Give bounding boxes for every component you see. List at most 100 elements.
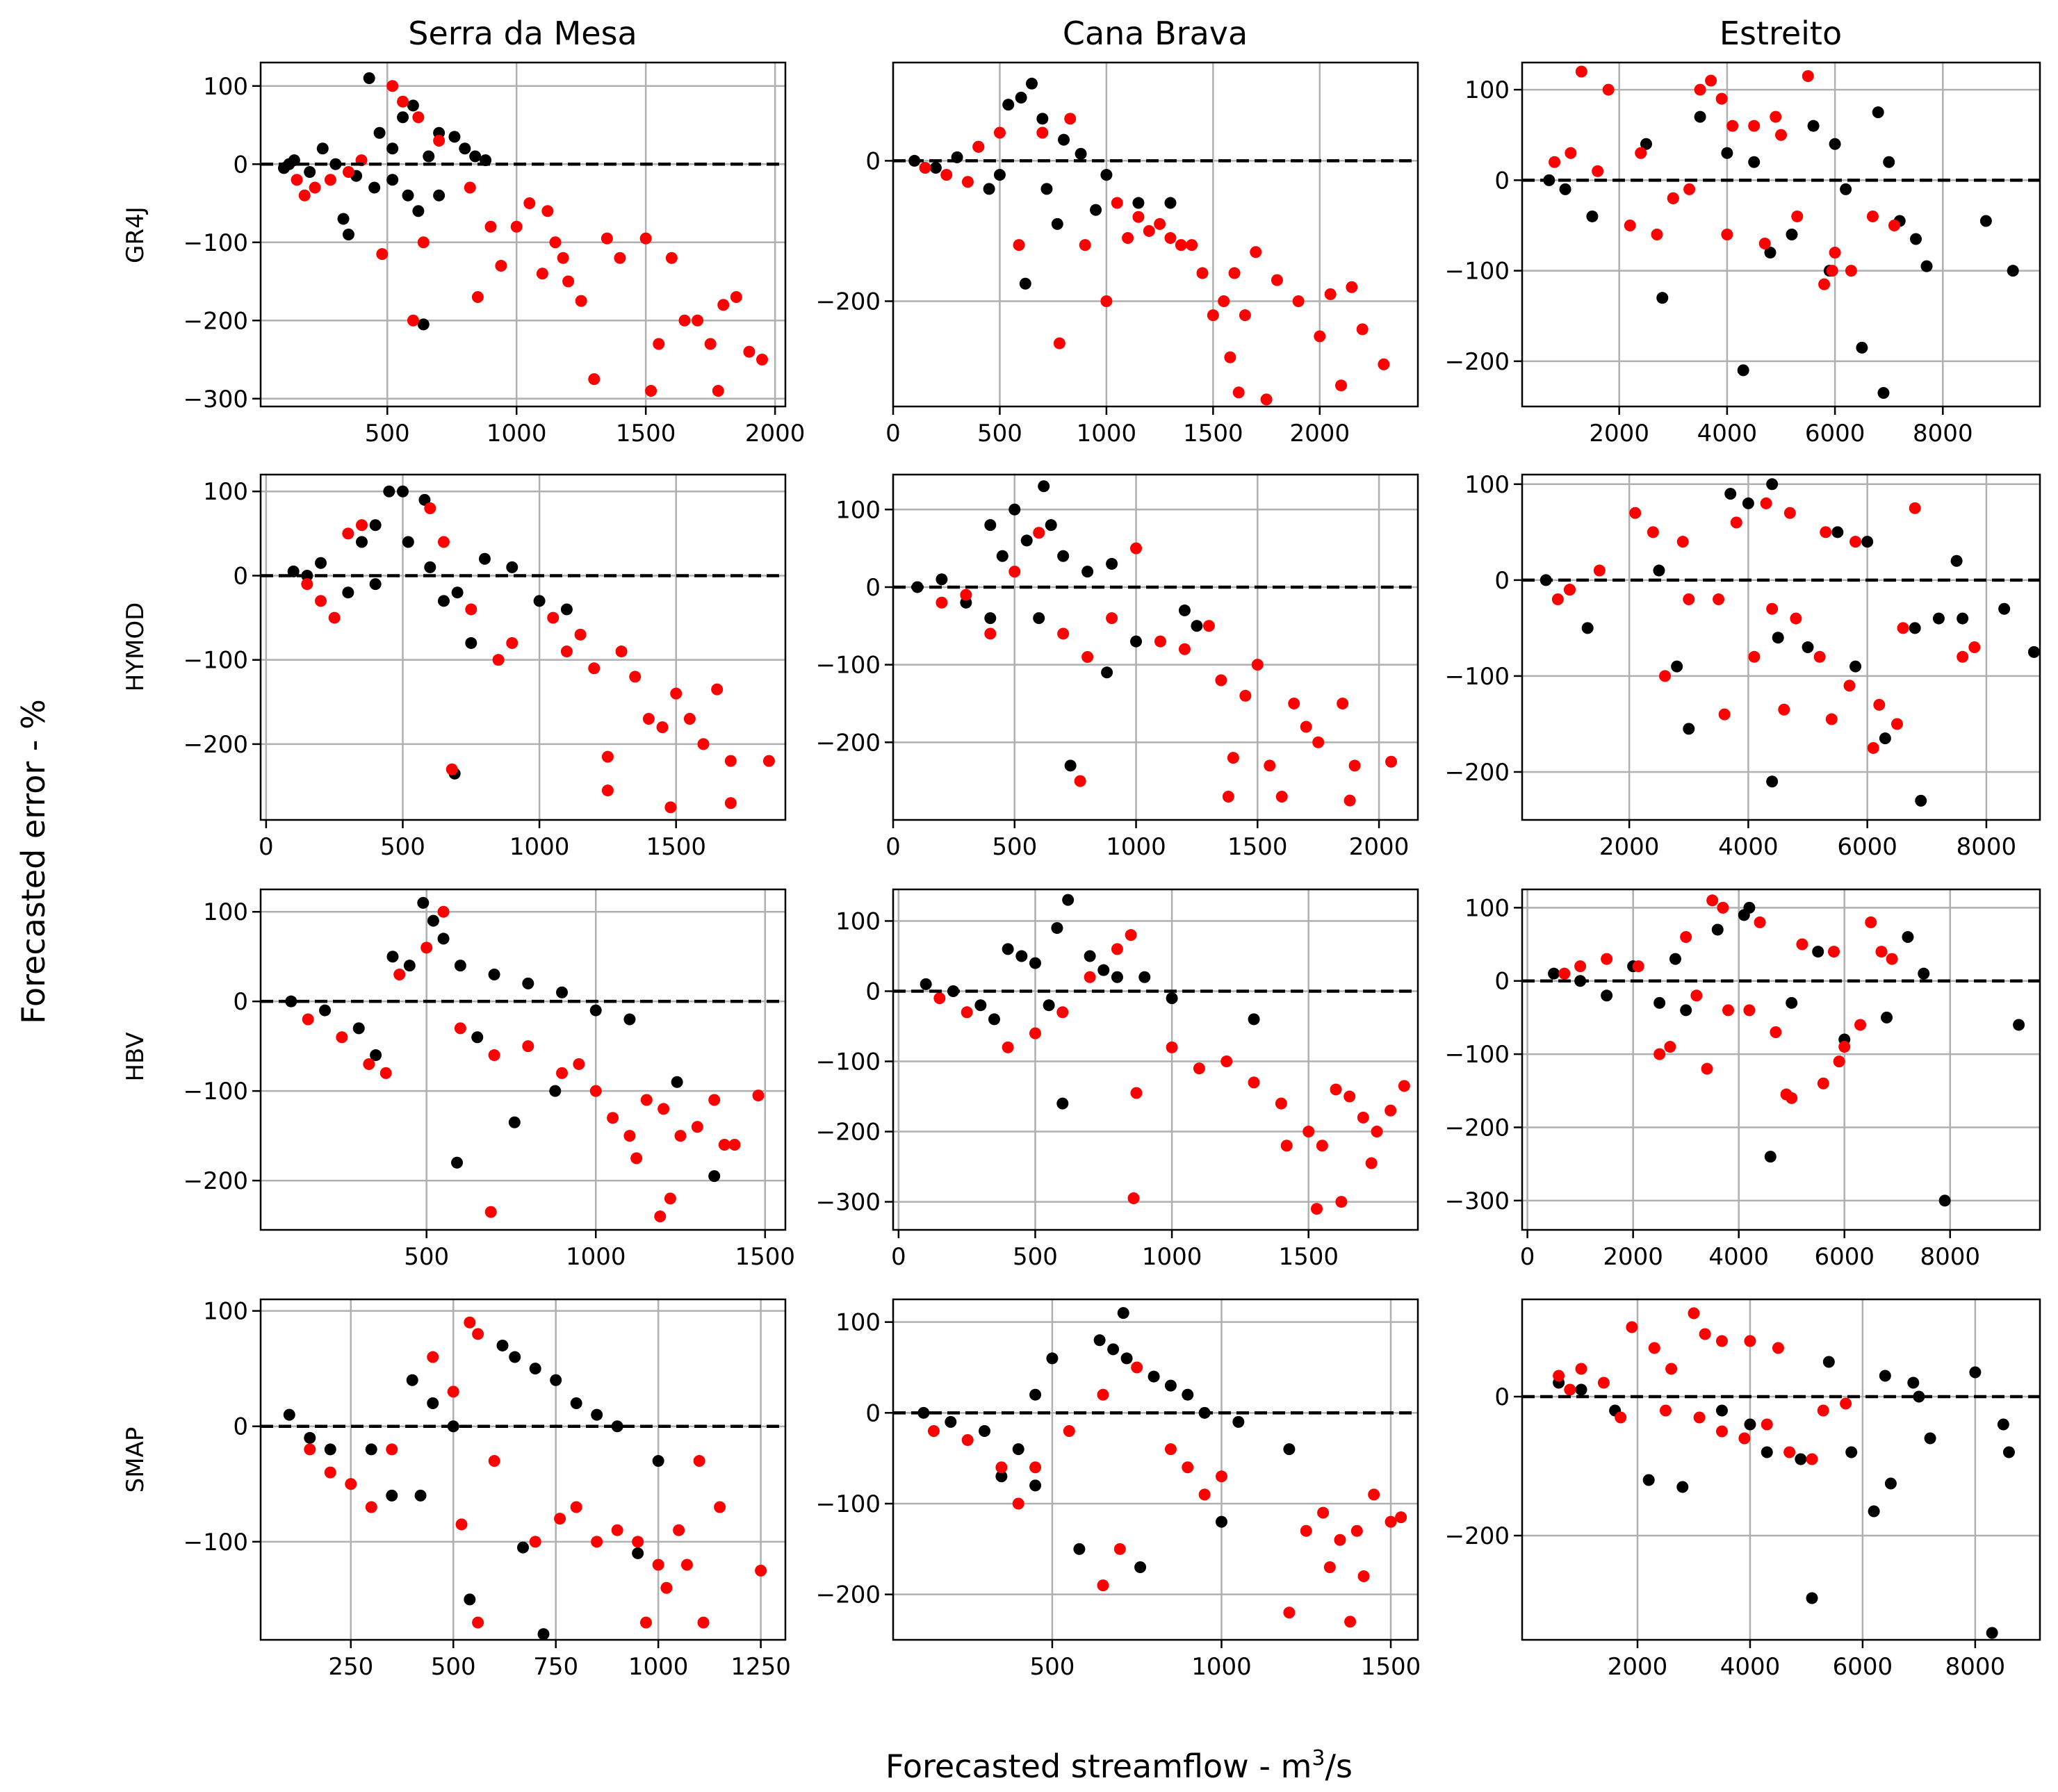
point-black <box>1915 794 1927 807</box>
point-red <box>506 636 518 649</box>
point-red <box>472 1616 484 1629</box>
y-tick-label: 0 <box>865 1399 881 1427</box>
x-tick-label: 2000 <box>1290 420 1350 447</box>
point-red <box>1968 641 1981 653</box>
axes-frame <box>259 61 787 408</box>
y-tick-label: −300 <box>816 1189 881 1217</box>
point-red <box>714 1501 726 1513</box>
point-black <box>1002 99 1015 111</box>
point-red <box>1690 989 1703 1002</box>
point-red <box>1775 129 1787 141</box>
y-tick-label: 100 <box>835 1309 881 1337</box>
x-tick-label: 500 <box>977 420 1022 447</box>
point-red <box>291 174 303 186</box>
point-red <box>1866 210 1879 222</box>
point-black <box>1015 950 1028 962</box>
point-red <box>1385 1104 1397 1117</box>
axes-frame <box>259 1298 787 1641</box>
point-red <box>1344 1616 1357 1628</box>
x-tick-label: 1000 <box>1106 833 1166 861</box>
point-red <box>658 1103 670 1115</box>
x-tick-label: 1000 <box>1077 420 1137 447</box>
point-red <box>1300 721 1312 733</box>
point-red <box>1348 759 1361 772</box>
point-black <box>1920 260 1933 272</box>
point-black <box>1671 660 1683 673</box>
point-red <box>1385 755 1398 768</box>
point-red <box>1565 147 1577 159</box>
point-black <box>995 1470 1008 1483</box>
point-red <box>1806 1453 1818 1465</box>
point-red <box>433 135 446 147</box>
point-red <box>1693 1411 1706 1424</box>
point-red <box>549 236 562 249</box>
point-black <box>1742 497 1754 509</box>
point-red <box>1063 1424 1075 1437</box>
point-black <box>396 485 409 498</box>
point-red <box>1275 1097 1287 1110</box>
point-black <box>478 552 491 565</box>
point-black <box>1029 957 1041 969</box>
point-black <box>319 1004 332 1017</box>
point-red <box>712 385 724 397</box>
point-black <box>983 183 995 195</box>
point-red <box>972 140 985 153</box>
points <box>920 894 1410 1215</box>
point-black <box>522 977 534 989</box>
point-red <box>704 338 717 350</box>
point-black <box>517 1541 529 1554</box>
x-tick-label: 4000 <box>1720 1653 1781 1681</box>
point-black <box>533 595 546 607</box>
point-red <box>1754 916 1766 928</box>
point-red <box>1178 643 1191 655</box>
panel-gr4j-estreito: 2000 4000 6000 8000 −200 −100 0 100 <box>1445 61 2041 447</box>
point-black <box>283 1408 295 1421</box>
point-red <box>1564 1383 1576 1396</box>
point-red <box>309 181 321 194</box>
point-red <box>471 291 484 303</box>
points <box>1548 894 2025 1207</box>
x-tick-label: 8000 <box>1945 1653 2006 1681</box>
point-black <box>984 612 997 625</box>
point-black <box>506 561 518 573</box>
point-red <box>302 1013 314 1026</box>
point-black <box>304 1431 316 1444</box>
x-tick-label: 1500 <box>1183 420 1243 447</box>
point-red <box>557 252 569 264</box>
column-title-2: Cana Brava <box>1063 15 1248 52</box>
point-red <box>1292 295 1305 307</box>
point-red <box>1097 1388 1109 1401</box>
point-red <box>446 763 458 775</box>
point-red <box>1597 1376 1610 1389</box>
point-black <box>529 1363 541 1375</box>
point-black <box>1191 620 1203 632</box>
point-black <box>1640 138 1652 150</box>
point-red <box>1706 894 1719 907</box>
axes-frame <box>892 888 1419 1231</box>
point-black <box>1064 759 1077 772</box>
point-red <box>743 345 756 358</box>
x-axis-label: Forecasted streamflow - m3/s <box>885 1746 1353 1785</box>
point-red <box>1786 1092 1798 1104</box>
point-red <box>1378 358 1390 370</box>
x-tick-label: 1500 <box>735 1243 796 1271</box>
point-red <box>562 275 575 288</box>
point-black <box>1111 971 1123 983</box>
point-red <box>664 1192 676 1205</box>
point-red <box>1280 1140 1293 1152</box>
point-black <box>1881 1011 1893 1024</box>
point-black <box>1642 1474 1655 1486</box>
points <box>1553 1307 2015 1639</box>
point-red <box>664 801 677 814</box>
point-red <box>642 713 655 725</box>
point-red <box>697 1616 710 1629</box>
point-red <box>615 646 628 658</box>
point-red <box>554 1513 566 1525</box>
point-red <box>1029 1461 1042 1474</box>
point-black <box>496 1339 509 1351</box>
point-red <box>1239 309 1251 322</box>
point-black <box>1761 1446 1773 1458</box>
point-red <box>379 1067 392 1079</box>
point-black <box>920 978 932 990</box>
